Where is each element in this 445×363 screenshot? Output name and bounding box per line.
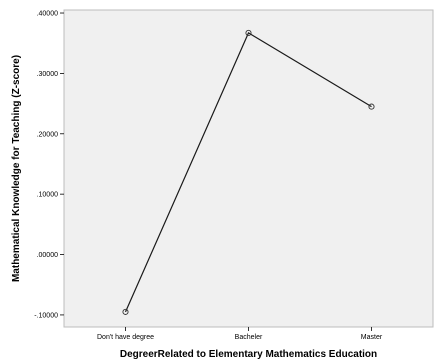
y-tick-label: .00000 — [37, 252, 59, 259]
y-tick-label: -.10000 — [34, 312, 58, 319]
y-axis-ticks: -.10000 .00000 .10000 .20000 .30000 .40000 — [34, 11, 64, 319]
data-point — [368, 103, 375, 110]
series-line — [124, 32, 372, 313]
x-axis-ticks: Don't have degree Bacheler Master — [97, 327, 383, 341]
y-tick-label: .40000 — [37, 11, 59, 18]
x-axis-title: DegreerRelated to Elementary Mathematics… — [120, 349, 377, 360]
y-tick-label: .10000 — [37, 192, 59, 199]
y-tick-label: .20000 — [37, 131, 59, 138]
x-tick-label: Master — [361, 334, 383, 341]
series-markers — [122, 29, 375, 315]
data-point — [245, 29, 252, 36]
data-point — [122, 308, 129, 315]
plot-area — [63, 9, 434, 328]
x-tick-label: Bacheler — [235, 334, 263, 341]
y-tick-label: .30000 — [37, 71, 59, 78]
y-axis-title: Mathematical Knowledge for Teaching (Z-s… — [11, 55, 22, 282]
x-tick-label: Don't have degree — [97, 334, 154, 341]
